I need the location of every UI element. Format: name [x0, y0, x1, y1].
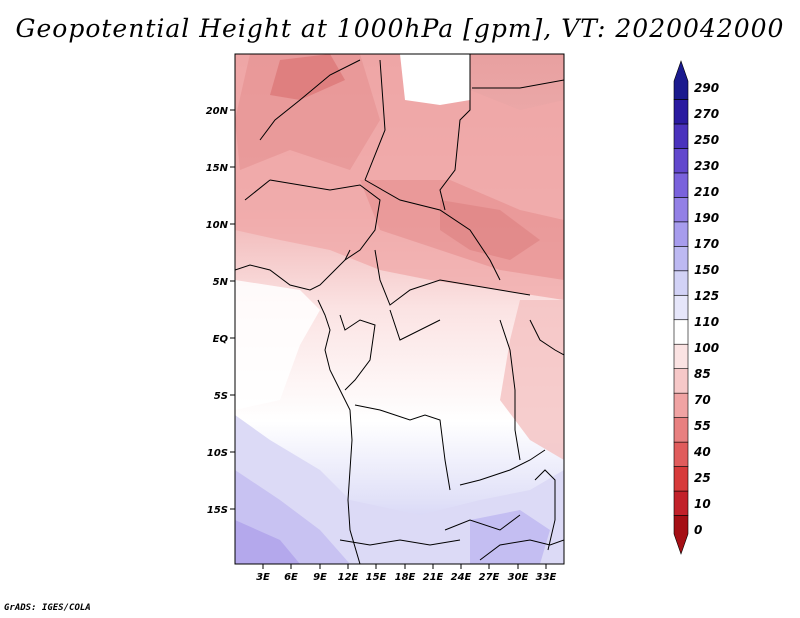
colorbar-label: 270	[694, 107, 719, 121]
lon-label: 18E	[395, 572, 416, 583]
colorbar-label: 100	[694, 341, 719, 355]
colorbar-label: 25	[694, 471, 711, 485]
colorbar-labels: 290 270 250 230 210 190 170 150 125 110 …	[693, 81, 719, 537]
colorbar-segment	[673, 319, 689, 345]
colorbar-label: 110	[694, 315, 719, 329]
colorbar-segment	[673, 368, 689, 394]
lat-label: 15S	[207, 505, 228, 516]
colorbar-segment	[673, 246, 689, 272]
colorbar-segment	[673, 148, 689, 174]
lon-axis: 3E 6E 9E 12E 15E 18E 21E 24E 27E 30E 33E	[256, 564, 557, 583]
lon-label: 24E	[451, 572, 472, 583]
colorbar-segment	[673, 392, 689, 418]
lat-label: 15N	[206, 163, 229, 174]
colorbar-label: 190	[694, 211, 719, 225]
lat-label: 10S	[207, 448, 228, 459]
colorbar-segment	[673, 99, 689, 125]
lat-label: EQ	[213, 334, 229, 345]
colorbar-label: 290	[694, 81, 719, 95]
colorbar-segment	[673, 197, 689, 223]
colorbar-segment	[673, 343, 689, 369]
lon-label: 15E	[366, 572, 387, 583]
colorbar-segment	[673, 466, 689, 492]
lat-axis: 20N 15N 10N 5N EQ 5S 10S 15S	[206, 106, 235, 516]
colorbar-label: 125	[694, 289, 719, 303]
colorbar-segment	[673, 417, 689, 443]
software-credit: GrADS: IGES/COLA	[4, 603, 91, 613]
colorbar-label: 85	[694, 367, 711, 381]
colorbar-label: 40	[693, 445, 711, 459]
lon-label: 3E	[256, 572, 270, 583]
lon-label: 12E	[338, 572, 359, 583]
map-frame	[234, 53, 565, 565]
colorbar-label: 250	[694, 133, 719, 147]
map-title: Geopotential Height at 1000hPa [gpm], VT…	[15, 14, 785, 43]
colorbar-segment	[673, 270, 689, 296]
colorbar-segment	[673, 221, 689, 247]
colorbar-segment	[673, 294, 689, 321]
height-field	[235, 54, 564, 564]
lon-label: 33E	[536, 572, 557, 583]
lat-label: 20N	[206, 106, 229, 117]
colorbar-segment	[673, 172, 689, 198]
colorbar-segment	[673, 515, 689, 555]
colorbar-label: 170	[694, 237, 719, 251]
lon-label: 21E	[423, 572, 444, 583]
colorbar-label: 10	[694, 497, 711, 511]
colorbar-label: 70	[694, 393, 711, 407]
lon-label: 6E	[284, 572, 298, 583]
lat-label: 5N	[213, 277, 229, 288]
colorbar-segment	[673, 441, 689, 467]
colorbar-label: 210	[694, 185, 719, 199]
colorbar-segment	[673, 490, 689, 516]
lat-label: 10N	[206, 220, 229, 231]
boundaries	[235, 54, 564, 564]
lon-label: 9E	[313, 572, 327, 583]
colorbar-segment	[673, 123, 689, 149]
lon-label: 27E	[479, 572, 500, 583]
colorbar-label: 0	[694, 523, 702, 537]
colorbar-segment	[673, 60, 689, 100]
colorbar-label: 55	[694, 419, 711, 433]
colorbar-label: 230	[694, 159, 719, 173]
lon-label: 30E	[508, 572, 529, 583]
colorbar-label: 150	[694, 263, 719, 277]
colorbar	[673, 60, 689, 555]
lat-label: 5S	[214, 391, 228, 402]
